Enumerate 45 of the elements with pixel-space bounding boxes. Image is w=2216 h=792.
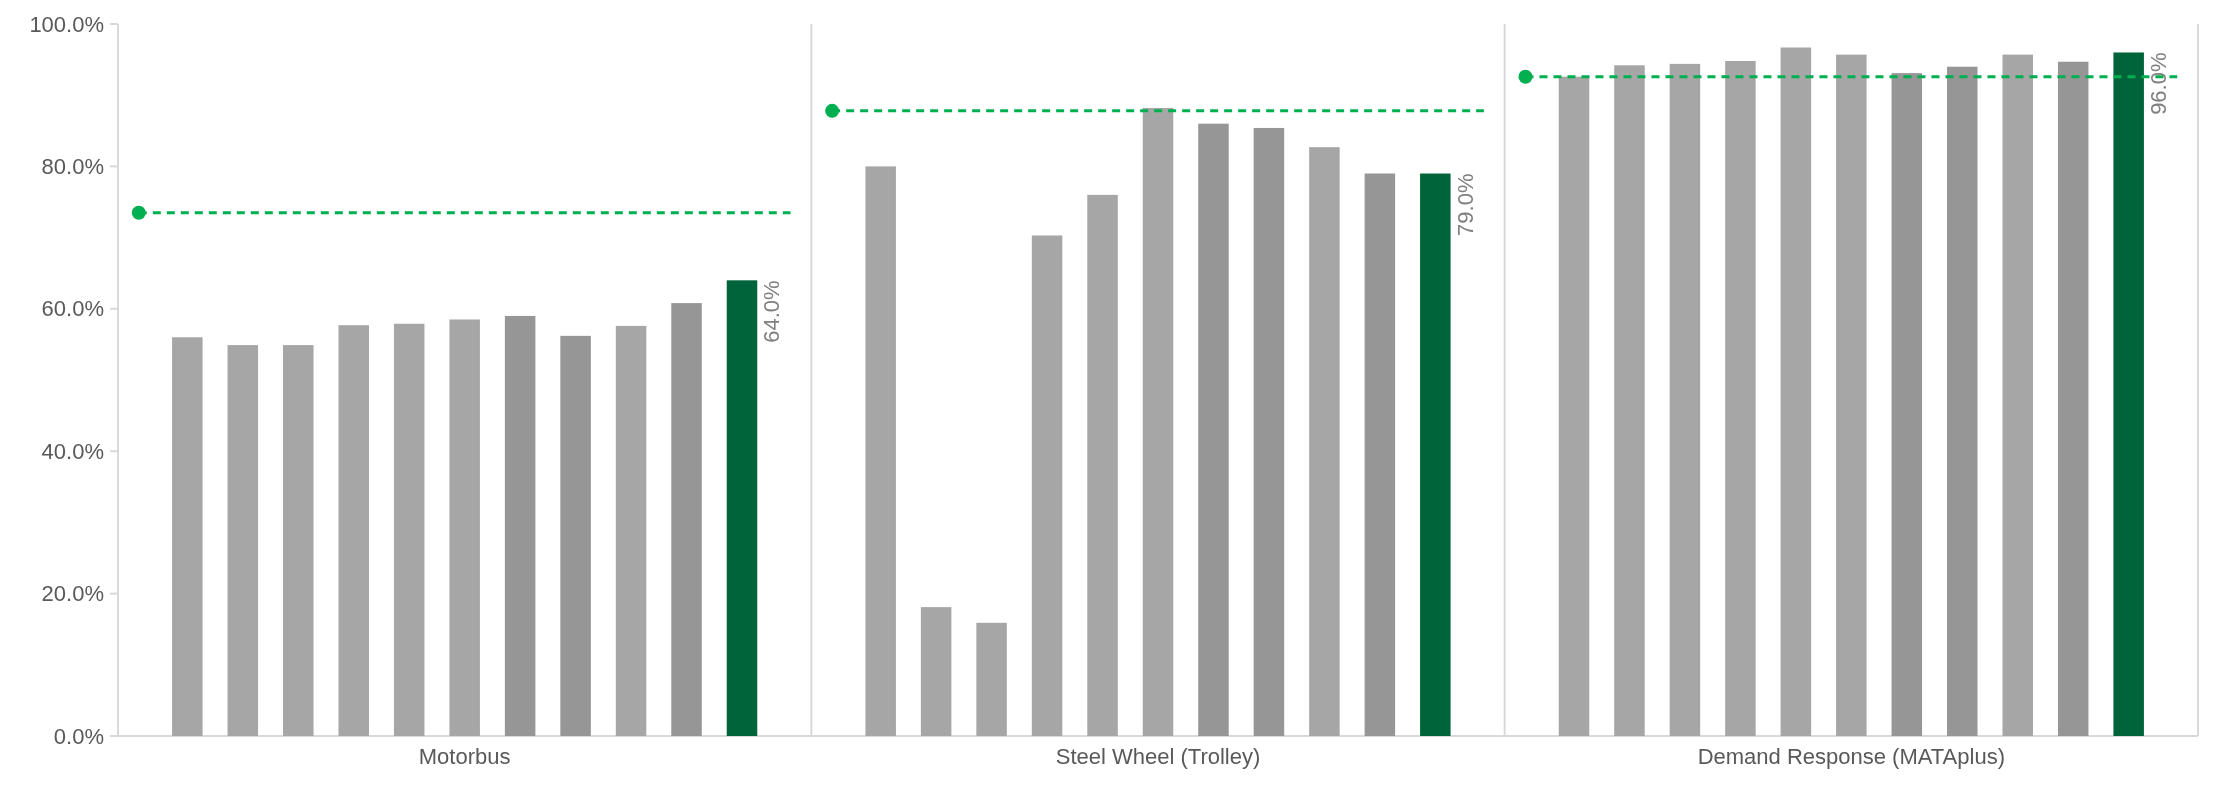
- bar: [1614, 65, 1645, 736]
- data-label: 64.0%: [759, 280, 785, 343]
- bar: [1198, 123, 1229, 736]
- x-tick-label: Demand Response (MATAplus): [1697, 744, 2005, 769]
- bar: [283, 345, 314, 736]
- bar: [1031, 235, 1063, 736]
- bar: [671, 303, 702, 736]
- bar: [449, 319, 480, 736]
- bar: [172, 337, 203, 736]
- bar: [976, 622, 1007, 736]
- bar: [1420, 173, 1451, 736]
- x-tick-label: Motorbus: [418, 744, 511, 769]
- y-tick-label: 40.0%: [41, 438, 104, 464]
- bar: [1309, 147, 1340, 736]
- bar: [560, 335, 591, 736]
- bar: [504, 315, 536, 736]
- bar: [227, 345, 259, 736]
- bar: [1947, 66, 1978, 736]
- data-label: 79.0%: [1452, 173, 1478, 236]
- bar: [615, 325, 647, 736]
- y-tick-label: 100.0%: [29, 11, 104, 37]
- bar: [338, 325, 369, 736]
- bar: [1142, 108, 1174, 736]
- bar: [726, 280, 758, 736]
- bar: [1725, 61, 1756, 736]
- bar: [865, 166, 896, 736]
- bar: [1669, 63, 1701, 736]
- x-tick-label: Steel Wheel (Trolley): [1055, 744, 1261, 769]
- bar: [393, 323, 425, 736]
- bar: [1087, 194, 1118, 736]
- y-tick-label: 0.0%: [53, 723, 104, 749]
- bar: [1253, 127, 1285, 736]
- bar: [2057, 61, 2089, 736]
- bar: [920, 607, 952, 736]
- bar: [1891, 73, 1923, 736]
- bar: [1780, 47, 1812, 736]
- bar: [2002, 54, 2033, 736]
- y-tick-label: 20.0%: [41, 581, 104, 607]
- y-tick-label: 80.0%: [41, 153, 104, 179]
- bar: [2113, 52, 2144, 736]
- bar: [1558, 76, 1590, 736]
- bar: [1364, 173, 1396, 736]
- y-tick-label: 60.0%: [41, 296, 104, 322]
- bar: [1836, 54, 1867, 736]
- data-label: 96.0%: [2145, 52, 2171, 115]
